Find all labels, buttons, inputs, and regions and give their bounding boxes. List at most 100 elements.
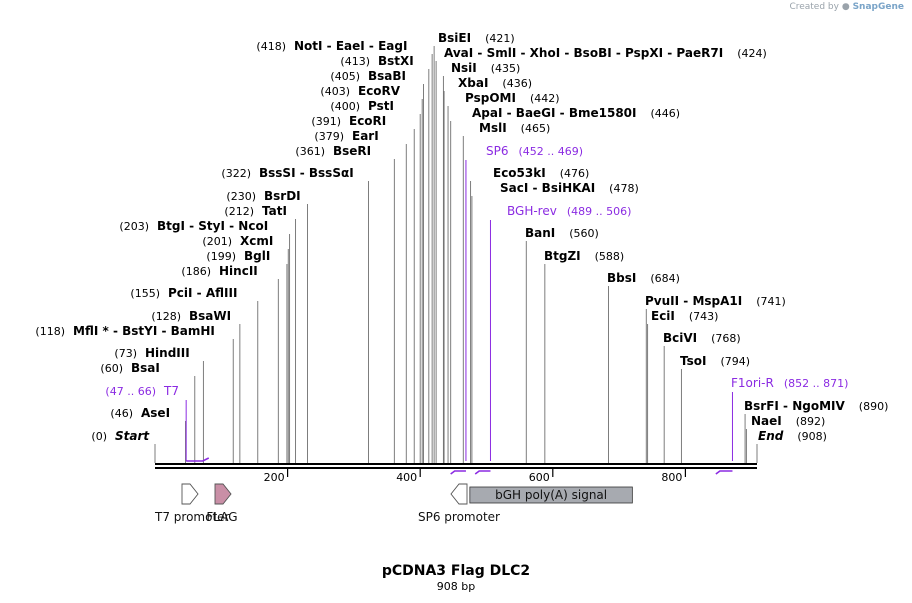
enzyme-label-892: NaeI [751, 414, 782, 428]
enzyme-name-btgi: BtgI [157, 219, 185, 233]
enzyme-name-hindiii: HindIII [145, 346, 190, 360]
enzyme-separator: - [679, 294, 692, 308]
enzyme-label-588: BtgZI [544, 249, 581, 263]
enzyme-label-322: BssSI - BssSαI [259, 166, 354, 180]
enzyme-name-bsawi: BsaWI [189, 309, 231, 323]
feature-label-sp6-promoter: SP6 promoter [418, 510, 500, 524]
cut-position-908: (908) [797, 430, 827, 443]
enzyme-name-afliii: AflIII [206, 286, 238, 300]
enzyme-name-psti: PstI [368, 99, 394, 113]
primer-arrow-bgh-rev [474, 470, 491, 475]
enzyme-label-400: PstI [368, 99, 394, 113]
cut-position-46: (46) [110, 407, 133, 420]
primer-arrow-f1ori-r [715, 470, 733, 475]
cut-position-560: (560) [569, 227, 599, 240]
primer-name-bgh-rev: BGH-rev [507, 204, 557, 218]
cut-site-leaders [154, 46, 758, 463]
cut-position-118: (118) [35, 325, 65, 338]
enzyme-name-msli: MslI [479, 121, 507, 135]
cut-position-199: (199) [206, 250, 236, 263]
enzyme-name-bsssi: BssSI [259, 166, 296, 180]
enzyme-name-bsrdi: BsrDI [264, 189, 301, 203]
enzyme-label-476: Eco53kI [493, 166, 546, 180]
enzyme-name-baegi: BaeGI [516, 106, 556, 120]
enzyme-label-73: HindIII [145, 346, 190, 360]
enzyme-separator: - [556, 106, 569, 120]
ruler-label-600: 600 [529, 471, 550, 484]
enzyme-separator: - [560, 46, 573, 60]
primer-annotations: SP6 (452 .. 469) BGH-rev (489 .. 506) (47 ..… [105, 144, 849, 475]
enzyme-label-212: TatI [262, 204, 287, 218]
enzyme-label-361: BseRI [333, 144, 371, 158]
cut-position-128: (128) [151, 310, 181, 323]
enzyme-name-eagi: EagI [378, 39, 407, 53]
enzyme-label-203: BtgI - StyI - NcoI [157, 219, 268, 233]
enzyme-name-styi: StyI [198, 219, 225, 233]
ruler-label-200: 200 [264, 471, 285, 484]
enzyme-name-bsai: BsaI [131, 361, 160, 375]
cut-position-768: (768) [711, 332, 741, 345]
cut-position-400: (400) [330, 100, 360, 113]
enzyme-name-naei: NaeI [751, 414, 782, 428]
enzyme-name-start: Start [115, 429, 150, 443]
enzyme-name-bstyi: BstYI [122, 324, 157, 338]
enzyme-label-60: BsaI [131, 361, 160, 375]
enzyme-name-saci: SacI [500, 181, 528, 195]
enzyme-separator: - [225, 219, 238, 233]
cut-position-405: (405) [330, 70, 360, 83]
cut-position-743: (743) [689, 310, 719, 323]
cut-position-465: (465) [521, 122, 551, 135]
credit-prefix: Created by [789, 2, 839, 12]
primer-range-f1ori-r: (852 .. 871) [784, 377, 849, 390]
enzyme-name-ngomiv: NgoMIV [792, 399, 845, 413]
enzyme-separator: - [365, 39, 378, 53]
enzyme-label-201: XcmI [240, 234, 273, 248]
enzyme-name-xbai: XbaI [458, 76, 488, 90]
enzyme-name-tati: TatI [262, 204, 287, 218]
enzyme-name-ncoi: NcoI [238, 219, 268, 233]
enzyme-name-bbsi: BbsI [607, 271, 636, 285]
enzyme-separator: - [663, 46, 676, 60]
cut-position-361: (361) [295, 145, 325, 158]
feature-arrow-flag [214, 483, 232, 505]
cut-position-60: (60) [100, 362, 123, 375]
primer-name-t7: T7 [163, 384, 179, 398]
feature-label-flag: FLAG [206, 510, 237, 524]
cut-position-421: (421) [485, 32, 515, 45]
enzyme-label-794: TsoI [680, 354, 706, 368]
cut-position-201: (201) [202, 235, 232, 248]
enzyme-separator: - [193, 286, 206, 300]
feature-label-t7-promoter: T7 promoter [154, 510, 230, 524]
feature-arrow-t7-promoter [181, 483, 199, 505]
feature-label-bgh-poly-a-signal: bGH poly(A) signal [495, 488, 607, 502]
cut-position-322: (322) [221, 167, 251, 180]
enzyme-separator: - [502, 106, 515, 120]
primer-name-sp6: SP6 [486, 144, 509, 158]
enzyme-name-ecii: EciI [651, 309, 675, 323]
enzyme-name-avai: AvaI [444, 46, 473, 60]
enzyme-label-442: PspOMI [465, 91, 516, 105]
enzyme-separator: - [612, 46, 625, 60]
enzyme-name-bsssi: BssSαI [309, 166, 354, 180]
enzyme-name-pvuii: PvuII [645, 294, 679, 308]
cut-position-391: (391) [311, 115, 341, 128]
enzyme-label-186: HincII [219, 264, 258, 278]
cut-position-890: (890) [859, 400, 889, 413]
feature-arrow-sp6-promoter [450, 483, 468, 505]
enzyme-label-890: BsrFI - NgoMIV [744, 399, 846, 413]
enzyme-name-pspomi: PspOMI [465, 91, 516, 105]
primer-arrow-sp6 [450, 470, 466, 475]
enzyme-label-230: BsrDI [264, 189, 301, 203]
enzyme-label-768: BciVI [663, 331, 697, 345]
enzyme-label-418: NotI - EaeI - EagI [294, 39, 407, 53]
enzyme-name-bsiei: BsiEI [438, 31, 471, 45]
enzyme-separator: - [473, 46, 486, 60]
enzyme-name-paer7i: PaeR7I [676, 46, 723, 60]
enzyme-label-403: EcoRV [358, 84, 401, 98]
cut-position-418: (418) [256, 40, 286, 53]
sequence-length: 908 bp [436, 580, 476, 593]
enzyme-name-bsabi: BsaBI [368, 69, 406, 83]
cut-position-435: (435) [491, 62, 521, 75]
